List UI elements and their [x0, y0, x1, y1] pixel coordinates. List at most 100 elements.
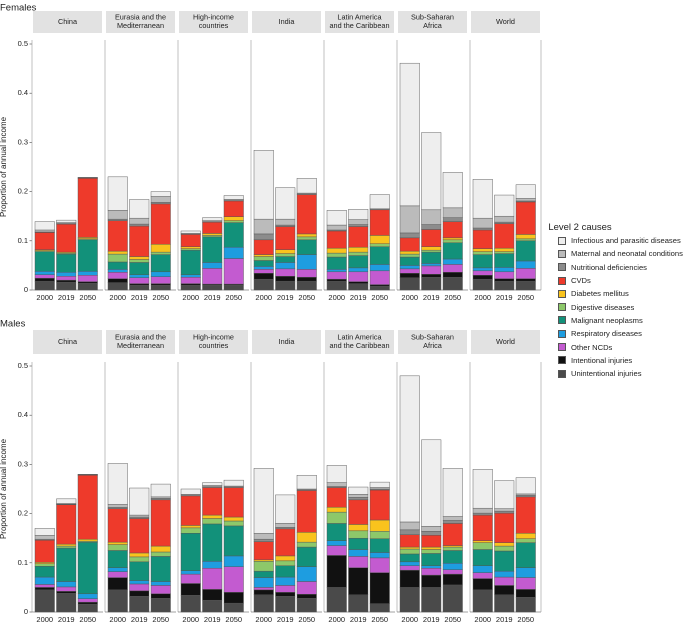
bar-segment: [494, 508, 515, 512]
bar-segment: [296, 276, 317, 282]
x-tick-label: 2019: [131, 615, 148, 622]
x-tick-label: 2019: [204, 615, 221, 622]
bar-segment: [107, 278, 128, 283]
bar-segment: [472, 179, 493, 219]
bar-segment: [150, 276, 171, 284]
bar-segment: [494, 253, 515, 268]
bar-segment: [150, 483, 171, 498]
bar-segment: [107, 261, 128, 270]
bar-segment: [77, 275, 98, 282]
bar-segment: [275, 218, 296, 226]
x-tick-label: 2019: [277, 615, 294, 622]
legend-swatch: [558, 329, 566, 338]
bar-segment: [129, 217, 150, 225]
bar-segment: [494, 278, 515, 282]
x-tick-label: 2000: [328, 293, 345, 302]
bar-segment: [494, 585, 515, 596]
bar-segment: [34, 584, 55, 588]
bar-segment: [421, 276, 442, 291]
facet-label: High-income: [193, 13, 234, 22]
bar-segment: [369, 270, 390, 285]
bar-segment: [150, 244, 171, 253]
x-tick-label: 2019: [423, 615, 440, 622]
legend-label: Infectious and parasitic diseases: [571, 236, 681, 246]
bar-segment: [34, 251, 55, 272]
bar-segment: [77, 474, 98, 540]
bar-segment: [129, 256, 150, 260]
bar-segment: [202, 589, 223, 601]
bar-segment: [399, 265, 420, 270]
legend-swatch: [558, 369, 566, 378]
bar-segment: [399, 256, 420, 266]
bar-segment: [421, 546, 442, 550]
legend-label: Diabetes mellitus: [571, 289, 629, 299]
bar-segment: [253, 570, 274, 578]
bar-segment: [129, 596, 150, 613]
legend-label: Digestive diseases: [571, 302, 635, 312]
bar-segment: [107, 463, 128, 505]
bar-segment: [399, 232, 420, 239]
legend-swatch: [558, 249, 566, 258]
bar-segment: [494, 576, 515, 586]
bar-segment: [150, 251, 171, 255]
bar-segment: [34, 232, 55, 250]
bar-segment: [472, 572, 493, 579]
bar-segment: [107, 541, 128, 545]
bar-segment: [369, 264, 390, 272]
bar-segment: [369, 538, 390, 553]
bar-segment: [494, 194, 515, 217]
bar-segment: [180, 274, 201, 278]
bar-segment: [494, 542, 515, 547]
bar-segment: [399, 375, 420, 523]
bar-segment: [326, 555, 347, 588]
bar-segment: [150, 597, 171, 613]
bar-segment: [442, 516, 463, 521]
legend-swatch: [558, 356, 566, 365]
bar-segment: [34, 566, 55, 578]
y-tick-label: 0.1: [18, 558, 28, 567]
bar-segment: [399, 546, 420, 550]
bar-segment: [296, 269, 317, 278]
legend-label: CVDs: [571, 276, 591, 286]
bar-segment: [348, 537, 369, 550]
bar-segment: [494, 251, 515, 254]
bar-segment: [77, 603, 98, 613]
x-tick-label: 2050: [225, 293, 242, 302]
bar-segment: [107, 210, 128, 220]
bar-segment: [399, 587, 420, 613]
bar-segment: [180, 495, 201, 526]
bar-segment: [180, 573, 201, 584]
bar-segment: [275, 560, 296, 566]
facet-label: Latin America: [337, 13, 382, 22]
bar-segment: [253, 260, 274, 267]
y-tick-label: 0.1: [18, 236, 28, 245]
bar-segment: [326, 482, 347, 487]
bar-segment: [515, 542, 536, 568]
bar-segment: [421, 535, 442, 548]
bar-segment: [348, 283, 369, 291]
bar-segment: [129, 225, 150, 257]
bar-segment: [326, 278, 347, 282]
bar-segment: [107, 571, 128, 578]
bar-segment: [296, 233, 317, 238]
bar-segment: [150, 196, 171, 203]
bar-segment: [56, 545, 77, 549]
bar-segment: [472, 217, 493, 229]
bar-segment: [421, 587, 442, 613]
bar-segment: [107, 272, 128, 279]
bar-segment: [275, 523, 296, 528]
bar-segment: [399, 277, 420, 291]
x-tick-label: 2019: [350, 293, 367, 302]
bar-segment: [369, 603, 390, 613]
bar-segment: [494, 510, 515, 514]
legend-label: Intentional injuries: [571, 355, 633, 365]
x-tick-label: 2000: [182, 293, 199, 302]
bar-segment: [223, 246, 244, 259]
region-facet: World 2000 2019 2050: [469, 11, 541, 302]
bar-segment: [107, 282, 128, 291]
bar-segment: [223, 592, 244, 604]
